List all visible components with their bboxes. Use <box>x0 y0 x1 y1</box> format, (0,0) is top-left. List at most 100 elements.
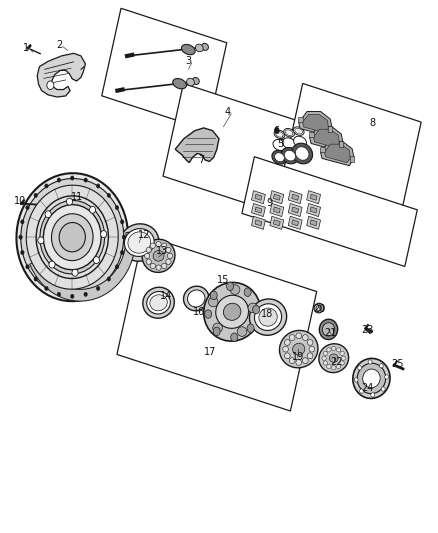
Polygon shape <box>102 9 227 130</box>
Ellipse shape <box>360 389 364 393</box>
Circle shape <box>253 305 260 314</box>
Ellipse shape <box>192 77 199 85</box>
Ellipse shape <box>283 138 296 149</box>
Polygon shape <box>37 53 85 97</box>
Circle shape <box>120 220 124 224</box>
Circle shape <box>26 205 29 209</box>
Ellipse shape <box>309 346 314 352</box>
Circle shape <box>275 127 279 133</box>
Ellipse shape <box>354 378 358 382</box>
Text: 14: 14 <box>160 291 173 301</box>
Ellipse shape <box>358 366 362 370</box>
Ellipse shape <box>293 343 305 355</box>
Ellipse shape <box>150 243 155 248</box>
Ellipse shape <box>307 353 313 359</box>
Ellipse shape <box>167 253 173 259</box>
Text: 2: 2 <box>56 41 62 50</box>
Circle shape <box>120 251 124 255</box>
Ellipse shape <box>363 369 380 388</box>
Polygon shape <box>310 194 317 200</box>
Text: 13: 13 <box>156 246 168 255</box>
Ellipse shape <box>296 360 301 366</box>
Ellipse shape <box>184 286 209 311</box>
Polygon shape <box>307 191 321 204</box>
Bar <box>328 126 332 132</box>
Ellipse shape <box>146 259 151 264</box>
Polygon shape <box>310 220 317 226</box>
Ellipse shape <box>368 360 372 364</box>
Ellipse shape <box>284 128 294 137</box>
Polygon shape <box>163 84 319 220</box>
Circle shape <box>34 193 38 198</box>
Ellipse shape <box>279 330 318 368</box>
Ellipse shape <box>223 303 241 320</box>
Bar <box>350 156 354 161</box>
Bar <box>298 117 303 122</box>
Text: 15: 15 <box>217 275 230 285</box>
Text: 7: 7 <box>198 155 205 165</box>
Circle shape <box>21 220 24 224</box>
Circle shape <box>57 292 60 296</box>
Ellipse shape <box>371 393 375 397</box>
Ellipse shape <box>250 299 286 335</box>
Ellipse shape <box>216 295 248 328</box>
Text: 9: 9 <box>266 198 272 207</box>
Polygon shape <box>303 114 328 133</box>
Ellipse shape <box>187 290 205 307</box>
Polygon shape <box>270 204 284 216</box>
Ellipse shape <box>38 237 44 244</box>
Polygon shape <box>30 232 136 301</box>
Polygon shape <box>288 216 302 229</box>
Polygon shape <box>255 194 262 200</box>
Polygon shape <box>325 144 350 163</box>
Text: 1: 1 <box>23 43 29 53</box>
Ellipse shape <box>281 148 299 164</box>
Polygon shape <box>251 191 265 204</box>
Polygon shape <box>292 207 299 213</box>
Circle shape <box>84 292 88 296</box>
Ellipse shape <box>204 282 261 341</box>
Ellipse shape <box>162 263 167 269</box>
Ellipse shape <box>21 179 124 296</box>
Circle shape <box>115 205 119 209</box>
Polygon shape <box>292 194 299 200</box>
Ellipse shape <box>36 196 108 279</box>
Circle shape <box>205 310 212 318</box>
Ellipse shape <box>146 247 151 253</box>
Text: 17: 17 <box>204 347 216 357</box>
Ellipse shape <box>353 358 390 399</box>
Circle shape <box>71 294 74 298</box>
Text: 20: 20 <box>314 304 326 314</box>
Polygon shape <box>310 207 317 213</box>
Circle shape <box>71 176 74 180</box>
Circle shape <box>213 327 220 336</box>
Ellipse shape <box>274 130 285 139</box>
Ellipse shape <box>296 333 301 339</box>
Bar <box>309 132 314 137</box>
Ellipse shape <box>293 127 304 135</box>
Ellipse shape <box>145 253 150 259</box>
Polygon shape <box>255 220 262 226</box>
Polygon shape <box>314 129 339 148</box>
Ellipse shape <box>128 232 151 253</box>
Ellipse shape <box>285 340 290 345</box>
Ellipse shape <box>285 353 290 359</box>
Ellipse shape <box>237 327 247 336</box>
Text: 12: 12 <box>138 230 151 239</box>
Ellipse shape <box>336 365 341 369</box>
Ellipse shape <box>67 198 73 205</box>
Text: 21: 21 <box>325 328 337 338</box>
Ellipse shape <box>40 200 105 274</box>
Ellipse shape <box>230 285 240 294</box>
Ellipse shape <box>17 173 128 301</box>
Ellipse shape <box>101 231 107 238</box>
Polygon shape <box>292 220 299 226</box>
Circle shape <box>122 235 126 239</box>
Circle shape <box>226 282 233 290</box>
Ellipse shape <box>322 322 335 336</box>
Circle shape <box>57 178 60 182</box>
Polygon shape <box>284 84 421 207</box>
Ellipse shape <box>302 358 308 364</box>
Ellipse shape <box>319 319 338 340</box>
Polygon shape <box>242 157 417 266</box>
